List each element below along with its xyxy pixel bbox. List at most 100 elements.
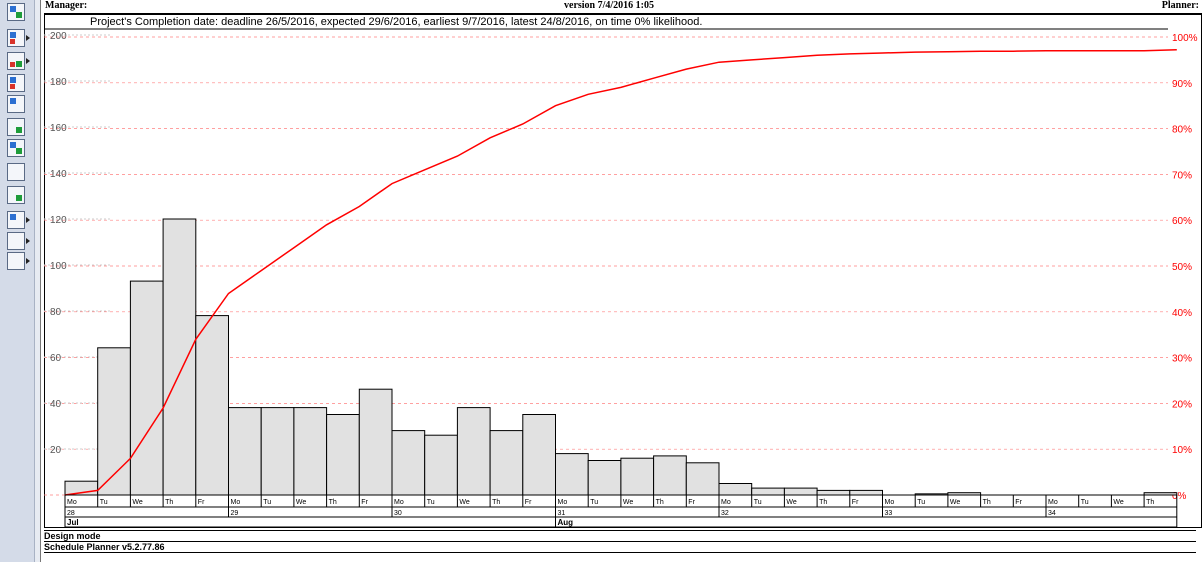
histogram-bar — [228, 407, 262, 496]
day-label: Mo — [721, 499, 731, 506]
cost-icon[interactable] — [7, 118, 25, 136]
day-label: Fr — [525, 499, 532, 506]
histogram-bar — [783, 487, 818, 496]
resource-menu-arrow-icon[interactable] — [26, 58, 30, 64]
left-tick-label: 20 — [50, 445, 62, 456]
gantt-icon[interactable] — [7, 3, 25, 21]
left-tick-label: 100 — [50, 261, 67, 272]
histogram-bar — [718, 483, 753, 496]
histogram-bar — [653, 455, 687, 496]
day-label: Tu — [917, 499, 925, 506]
day-label: We — [132, 499, 142, 506]
histogram-bar — [456, 407, 491, 496]
right-tick-label: 100% — [1172, 33, 1198, 44]
day-label: Tu — [754, 499, 762, 506]
day-label: Mo — [1048, 499, 1058, 506]
week-label: 31 — [558, 510, 566, 517]
histogram-bar — [97, 347, 131, 496]
histogram-bar — [555, 453, 589, 496]
report-menu-arrow-icon[interactable] — [26, 258, 30, 264]
histogram-bar — [489, 430, 524, 496]
calendar-grid-icon[interactable] — [7, 95, 25, 113]
left-tick-label: 60 — [50, 353, 62, 364]
left-tick-label: 40 — [50, 399, 62, 410]
week-label: 32 — [721, 510, 729, 517]
right-tick-label: 80% — [1172, 125, 1192, 136]
copy-icon[interactable] — [7, 163, 25, 181]
histogram-bar — [391, 430, 426, 496]
list-icon[interactable] — [7, 186, 25, 204]
histogram-bar — [522, 414, 556, 496]
right-tick-label: 30% — [1172, 354, 1192, 365]
day-label: Mo — [558, 499, 568, 506]
day-label: Tu — [100, 499, 108, 506]
network-icon[interactable] — [7, 139, 25, 157]
resource-grid-icon[interactable] — [7, 52, 25, 70]
day-label: We — [623, 499, 633, 506]
day-label: Th — [656, 499, 664, 506]
week-label: 34 — [1048, 510, 1056, 517]
histogram-bar — [129, 280, 164, 496]
day-label: Th — [819, 499, 827, 506]
chart-menu-arrow-icon[interactable] — [26, 217, 30, 223]
day-label: Tu — [1081, 499, 1089, 506]
day-label: Th — [329, 499, 337, 506]
panel-splitter[interactable] — [35, 0, 41, 562]
day-label: Fr — [361, 499, 368, 506]
day-label: Fr — [688, 499, 695, 506]
right-tick-label: 0% — [1172, 491, 1187, 502]
month-label: Jul — [67, 518, 79, 527]
histogram-bar — [587, 460, 622, 496]
left-tick-label: 120 — [50, 215, 67, 226]
chart-title: Project's Completion date: deadline 26/5… — [90, 16, 702, 28]
day-label: Fr — [852, 499, 859, 506]
table-icon[interactable] — [7, 29, 25, 47]
day-label: Th — [983, 499, 991, 506]
week-label: 28 — [67, 510, 75, 517]
report-icon[interactable] — [7, 252, 25, 270]
day-label: Tu — [427, 499, 435, 506]
planner-label: Planner: — [1161, 0, 1199, 11]
layers-menu-arrow-icon[interactable] — [26, 238, 30, 244]
histogram-bar — [358, 388, 393, 496]
day-label: Mo — [67, 499, 77, 506]
week-label: 29 — [231, 510, 239, 517]
histogram-bar — [195, 315, 230, 496]
time-axis: Mo Tu We Th Fr Mo Tu We Th Fr Mo Tu We Th Fr Mo Tu We Th Fr… — [64, 494, 1178, 528]
cumulative-probability-line — [64, 49, 1177, 496]
day-label: We — [459, 499, 469, 506]
histogram-chart: Project's Completion date: deadline 26/5… — [44, 16, 1198, 528]
toolbar — [0, 0, 35, 562]
histogram-bar — [849, 489, 883, 496]
table-menu-arrow-icon[interactable] — [26, 35, 30, 41]
day-label: We — [950, 499, 960, 506]
left-tick-label: 200 — [50, 31, 67, 42]
histogram-bar — [424, 434, 458, 496]
right-tick-label: 60% — [1172, 216, 1192, 227]
chart-area-icon[interactable] — [7, 211, 25, 229]
day-label: Th — [1146, 499, 1154, 506]
histogram-bar — [751, 487, 785, 496]
histogram-bar — [260, 407, 295, 496]
status-mode: Design mode — [44, 530, 1196, 541]
left-tick-label: 180 — [50, 77, 67, 88]
histogram-bar — [620, 457, 655, 496]
week-label: 30 — [394, 510, 402, 517]
day-label: Mo — [394, 499, 404, 506]
layers-icon[interactable] — [7, 232, 25, 250]
week-label: 33 — [885, 510, 893, 517]
histogram-icon[interactable] — [7, 74, 25, 92]
right-tick-label: 40% — [1172, 308, 1192, 319]
header-divider — [44, 13, 1202, 14]
day-label: Fr — [1015, 499, 1022, 506]
histogram-bar — [293, 407, 328, 496]
left-tick-label: 160 — [50, 123, 67, 134]
bars — [64, 218, 1178, 496]
histogram-bar — [685, 462, 720, 496]
left-tick-label: 140 — [50, 169, 67, 180]
day-label: Th — [492, 499, 500, 506]
right-tick-label: 10% — [1172, 445, 1192, 456]
day-label: We — [296, 499, 306, 506]
day-label: Mo — [231, 499, 241, 506]
version-text: version 7/4/2016 1:05 — [564, 0, 654, 11]
